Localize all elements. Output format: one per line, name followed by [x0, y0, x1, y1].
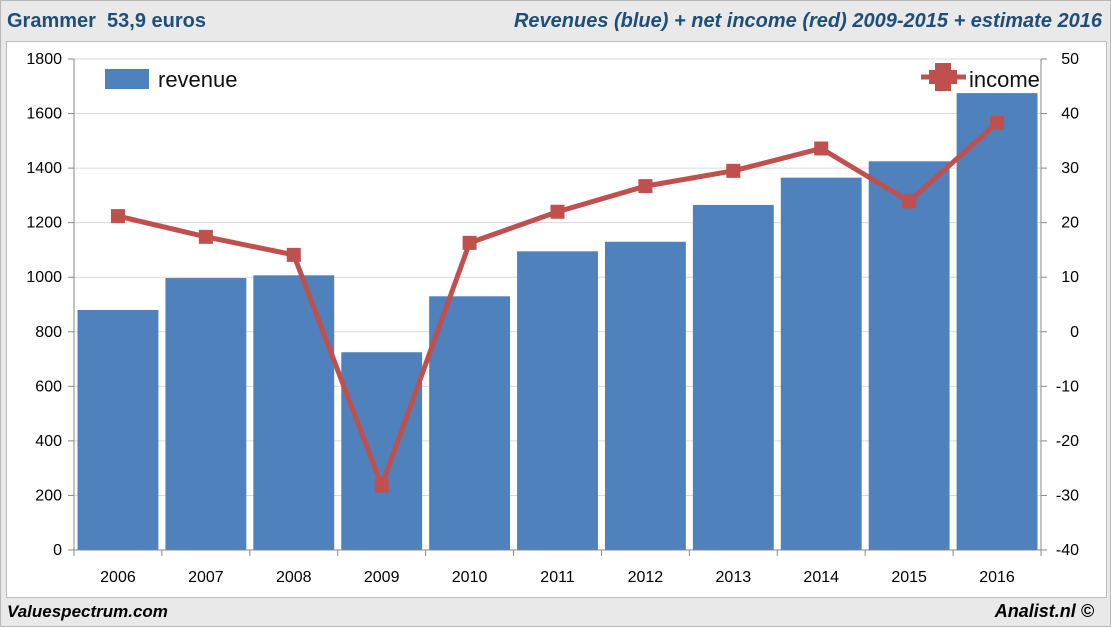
x-tick-label: 2014 — [803, 569, 839, 586]
y-left-tick-label: 0 — [53, 542, 62, 559]
x-tick-label: 2015 — [891, 569, 927, 586]
y-right-tick-label: -30 — [1056, 487, 1079, 504]
income-marker — [110, 209, 125, 224]
income-marker — [286, 247, 301, 262]
revenue-bar — [429, 296, 511, 550]
y-right-tick-label: 20 — [1061, 215, 1079, 232]
y-left-tick-label: 600 — [35, 378, 62, 395]
x-tick-label: 2006 — [100, 569, 136, 586]
y-left-tick-label: 1200 — [26, 215, 62, 232]
y-right-tick-label: 30 — [1061, 160, 1079, 177]
x-tick-label: 2007 — [188, 569, 224, 586]
y-right-tick-label: -40 — [1056, 542, 1079, 559]
income-marker — [726, 163, 741, 178]
income-marker — [374, 478, 389, 493]
x-tick-label: 2010 — [452, 569, 488, 586]
header-chart-title: Revenues (blue) + net income (red) 2009-… — [513, 10, 1102, 32]
legend-revenue-swatch — [105, 69, 149, 89]
y-left-tick-label: 1800 — [26, 51, 62, 68]
header-company-price: Grammer 53,9 euros — [7, 10, 206, 32]
revenue-bar — [604, 241, 686, 550]
y-right-tick-label: 10 — [1061, 269, 1079, 286]
y-right-tick-label: 50 — [1061, 51, 1079, 68]
revenue-bar — [780, 177, 862, 551]
revenue-bar — [956, 93, 1038, 550]
income-marker — [550, 204, 565, 219]
legend-income-label: income — [969, 67, 1040, 92]
revenue-bar — [77, 309, 159, 550]
y-left-tick-label: 1000 — [26, 269, 62, 286]
income-marker — [198, 229, 213, 244]
y-left-tick-label: 200 — [35, 487, 62, 504]
y-right-tick-label: 40 — [1061, 106, 1079, 123]
revenue-bar — [165, 278, 247, 550]
revenue-bar — [868, 161, 950, 550]
footer-credit: Analist.nl © — [994, 601, 1094, 621]
legend-revenue-label: revenue — [158, 67, 238, 92]
revenue-bar — [341, 352, 423, 550]
y-right-tick-label: -10 — [1056, 378, 1079, 395]
y-left-tick-label: 1600 — [26, 106, 62, 123]
revenue-bar — [517, 251, 598, 550]
revenue-bar — [253, 275, 335, 550]
y-left-tick-label: 400 — [35, 433, 62, 450]
x-tick-label: 2012 — [628, 569, 664, 586]
y-right-tick-label: 0 — [1070, 324, 1079, 341]
footer-source: Valuespectrum.com — [7, 602, 168, 621]
y-left-tick-label: 800 — [35, 324, 62, 341]
income-marker — [638, 179, 653, 194]
x-tick-label: 2008 — [276, 569, 312, 586]
x-tick-label: 2011 — [540, 569, 575, 586]
x-tick-label: 2009 — [364, 569, 400, 586]
income-marker — [462, 235, 477, 250]
legend-income-marker-bar — [929, 70, 957, 84]
x-tick-label: 2013 — [716, 569, 752, 586]
income-marker — [990, 115, 1005, 130]
revenue-bar — [692, 204, 774, 551]
y-right-tick-label: -20 — [1056, 433, 1079, 450]
income-marker — [902, 194, 917, 209]
y-left-tick-label: 1400 — [26, 160, 62, 177]
x-tick-label: 2016 — [979, 569, 1015, 586]
income-marker — [814, 141, 829, 156]
